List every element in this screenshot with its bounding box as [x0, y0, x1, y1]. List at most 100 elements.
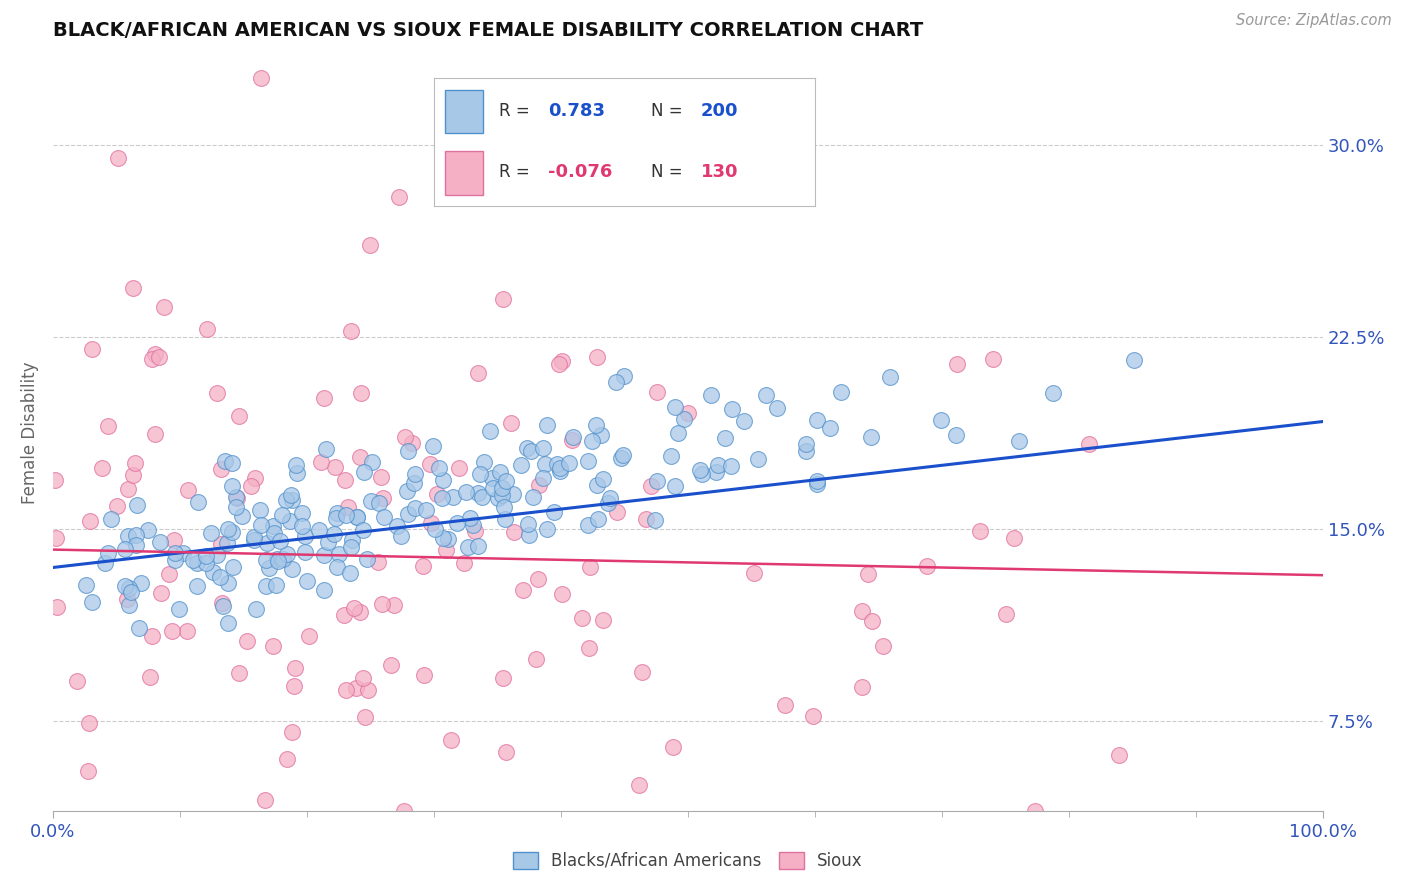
Point: [122, 281, 145, 295]
Point: [333, 473, 356, 487]
Point: [747, 452, 769, 467]
Point: [217, 522, 239, 536]
Point: [806, 413, 828, 427]
Point: [558, 456, 581, 470]
Point: [457, 541, 479, 555]
Y-axis label: Female Disability: Female Disability: [21, 362, 39, 504]
Point: [830, 384, 852, 399]
Point: [517, 528, 540, 542]
Point: [733, 414, 755, 428]
Point: [860, 615, 883, 629]
Point: [163, 533, 186, 548]
Point: [266, 551, 288, 566]
Point: [167, 602, 190, 616]
Point: [160, 624, 183, 639]
Point: [221, 479, 243, 493]
Point: [245, 471, 267, 485]
Point: [371, 598, 394, 612]
Point: [426, 486, 449, 500]
Point: [264, 578, 287, 592]
Point: [209, 461, 232, 475]
Point: [394, 430, 416, 444]
Text: Source: ZipAtlas.com: Source: ZipAtlas.com: [1236, 13, 1392, 29]
Point: [634, 512, 657, 526]
Point: [1122, 352, 1144, 367]
Point: [117, 529, 139, 543]
Point: [801, 709, 824, 723]
Point: [872, 639, 894, 653]
Point: [294, 529, 316, 543]
Point: [482, 482, 505, 496]
Point: [295, 574, 318, 588]
Point: [533, 457, 555, 471]
Point: [495, 474, 517, 488]
Point: [350, 386, 373, 401]
Point: [467, 366, 489, 380]
Point: [294, 545, 316, 559]
Point: [44, 473, 66, 487]
Point: [141, 351, 163, 366]
Point: [349, 450, 371, 464]
Point: [312, 583, 335, 598]
Point: [138, 669, 160, 683]
Point: [122, 468, 145, 483]
Point: [291, 519, 314, 533]
Point: [114, 578, 136, 592]
Point: [271, 551, 294, 566]
Point: [449, 461, 471, 475]
Point: [143, 347, 166, 361]
Point: [114, 541, 136, 556]
Point: [662, 740, 685, 755]
Point: [228, 665, 250, 680]
Point: [93, 556, 115, 570]
Point: [446, 516, 468, 530]
Point: [221, 524, 243, 539]
Point: [314, 548, 336, 562]
Point: [412, 559, 434, 574]
Point: [291, 506, 314, 520]
Point: [373, 491, 395, 505]
Point: [240, 479, 263, 493]
Point: [613, 369, 636, 384]
Point: [100, 512, 122, 526]
Text: BLACK/AFRICAN AMERICAN VS SIOUX FEMALE DISABILITY CORRELATION CHART: BLACK/AFRICAN AMERICAN VS SIOUX FEMALE D…: [52, 21, 922, 40]
Point: [328, 547, 350, 561]
Point: [598, 496, 620, 510]
Point: [346, 509, 368, 524]
Point: [434, 543, 457, 558]
Point: [610, 450, 633, 465]
Point: [520, 444, 543, 458]
Point: [551, 354, 574, 368]
Point: [309, 455, 332, 469]
Point: [336, 500, 359, 514]
Point: [794, 437, 817, 451]
Point: [413, 667, 436, 681]
Point: [205, 549, 228, 563]
Point: [915, 559, 938, 574]
Point: [981, 352, 1004, 367]
Point: [200, 525, 222, 540]
Point: [516, 516, 538, 531]
Point: [678, 406, 700, 420]
Point: [249, 503, 271, 517]
Point: [512, 582, 534, 597]
Point: [503, 524, 526, 539]
Point: [186, 556, 208, 570]
Point: [382, 598, 405, 612]
Point: [125, 538, 148, 552]
Point: [222, 560, 245, 574]
Point: [766, 401, 789, 416]
Point: [472, 455, 495, 469]
Point: [276, 547, 298, 561]
Point: [388, 189, 411, 203]
Point: [335, 682, 357, 697]
Point: [440, 733, 463, 747]
Point: [494, 511, 516, 525]
Point: [214, 454, 236, 468]
Point: [143, 427, 166, 442]
Point: [353, 466, 375, 480]
Point: [217, 576, 239, 591]
Point: [401, 436, 423, 450]
Point: [340, 324, 363, 338]
Point: [491, 481, 513, 495]
